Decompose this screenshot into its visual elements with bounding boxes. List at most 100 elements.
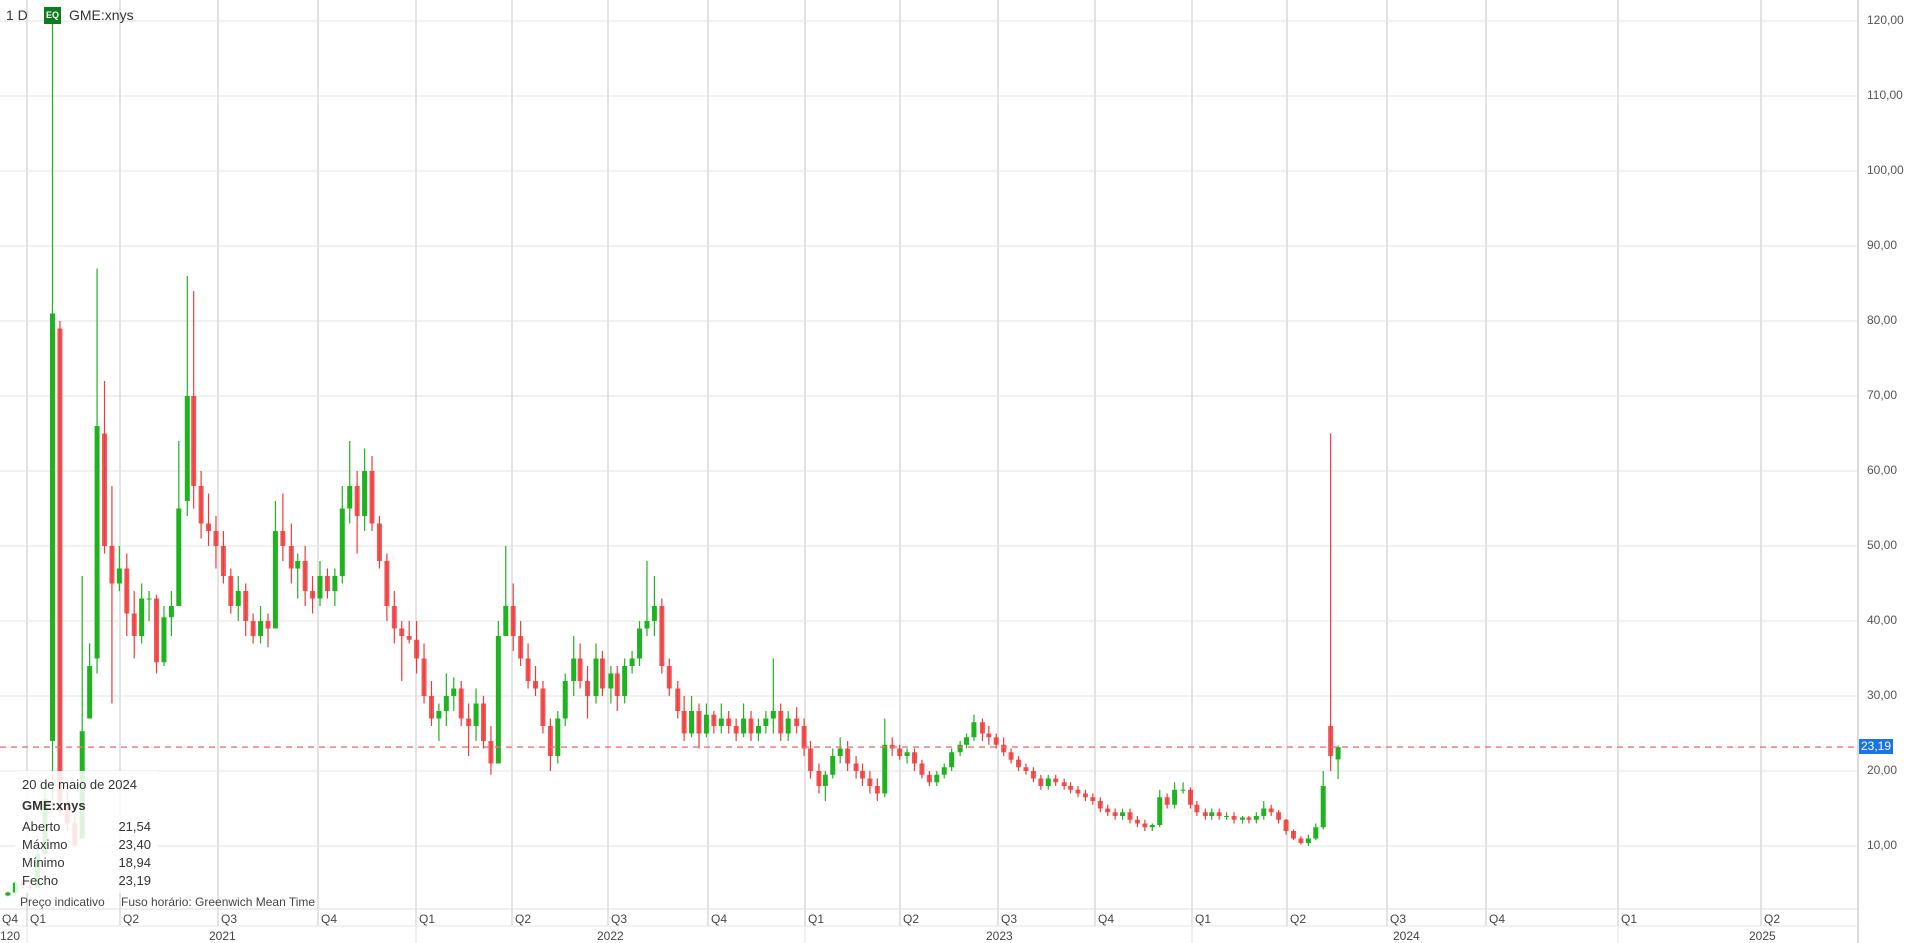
candle-body [332, 576, 338, 591]
candle-body [109, 546, 115, 584]
candle-body [911, 752, 917, 764]
candle-body [629, 658, 635, 666]
candle-body [176, 508, 182, 606]
candle-body [1038, 778, 1044, 786]
candle [176, 441, 182, 606]
candle [384, 553, 390, 621]
legend-close: Fecho 23,19 [22, 873, 151, 891]
candle [1112, 808, 1118, 820]
candle [324, 568, 330, 599]
candle-body [1335, 747, 1341, 760]
candle-body [510, 606, 516, 636]
candle-body [243, 591, 249, 621]
candle [1068, 782, 1074, 794]
candle [703, 703, 709, 738]
candle [1172, 782, 1178, 809]
candle [466, 703, 472, 756]
candle [272, 501, 278, 629]
candle-body [421, 658, 427, 696]
y-tick-label: 80,00 [1867, 313, 1898, 327]
candle-body [443, 696, 449, 711]
candle [711, 711, 717, 734]
candle-body [406, 636, 412, 640]
candle [1157, 789, 1163, 828]
candle [533, 666, 539, 696]
candle-body [49, 313, 55, 741]
candle-body [1149, 825, 1155, 828]
candle [488, 726, 494, 775]
candle-body [1188, 789, 1194, 805]
candle-body [1001, 744, 1007, 753]
candle [124, 553, 130, 636]
candle [310, 576, 316, 614]
legend-high: Máximo 23,40 [22, 837, 151, 855]
y-tick-label: 50,00 [1867, 538, 1898, 552]
candle [139, 583, 145, 644]
candle-body [681, 711, 687, 734]
candle [49, 21, 55, 809]
candle-body [1082, 793, 1088, 798]
candle-body [1305, 838, 1311, 843]
x-quarter-label: Q3 [611, 912, 628, 926]
candle [971, 714, 977, 741]
legend-open: Aberto 21,54 [22, 819, 151, 837]
candle-body [934, 774, 940, 783]
candle-body [993, 737, 999, 745]
candle-body [5, 892, 11, 896]
candle-body [904, 752, 910, 756]
candle [57, 321, 63, 816]
candle [659, 598, 665, 674]
candle [406, 621, 412, 644]
candle-body [288, 546, 294, 569]
candle [1290, 829, 1296, 840]
candle [577, 643, 583, 689]
candle-body [1298, 838, 1304, 843]
candle-body [614, 673, 620, 696]
symbol-label[interactable]: GME:xnys [69, 7, 134, 23]
candle-body [495, 636, 501, 764]
candle-body [726, 718, 732, 726]
candle-body [1283, 819, 1289, 831]
candle-body [1313, 827, 1319, 839]
candle [593, 643, 599, 704]
open-value: 21,54 [118, 819, 151, 834]
candle-body [362, 471, 368, 516]
x-quarter-label: Q2 [123, 912, 140, 926]
candle-body [807, 748, 813, 771]
candle [1268, 804, 1274, 816]
candle [503, 546, 509, 636]
candle [191, 291, 197, 509]
candle-body [116, 568, 122, 584]
candle [154, 594, 160, 674]
candle-body [354, 486, 360, 516]
candle [1097, 797, 1103, 813]
candle [637, 621, 643, 666]
candle-body [1172, 789, 1178, 805]
candle-body [384, 561, 390, 606]
y-tick-label: 70,00 [1867, 388, 1898, 402]
candle-body [926, 774, 932, 783]
candle [131, 591, 137, 659]
candle-body [919, 763, 925, 775]
candle [1335, 745, 1341, 779]
candle [1038, 774, 1044, 790]
candle [926, 771, 932, 786]
candle [919, 759, 925, 779]
equity-badge: EQ [44, 7, 61, 24]
x-quarter-label: Q1 [1195, 912, 1212, 926]
y-tick-label: 40,00 [1867, 613, 1898, 627]
candle [1061, 778, 1067, 790]
x-quarter-label: Q2 [515, 912, 532, 926]
candle-body [733, 726, 739, 734]
candle [480, 696, 486, 749]
candle [451, 677, 457, 711]
interval-label[interactable]: 1 D [6, 7, 28, 23]
candle [741, 703, 747, 738]
candle-body [971, 722, 977, 738]
candle [518, 621, 524, 666]
candle [250, 613, 256, 644]
candle-body [1276, 812, 1282, 820]
candle [718, 703, 724, 734]
candle [696, 703, 702, 749]
